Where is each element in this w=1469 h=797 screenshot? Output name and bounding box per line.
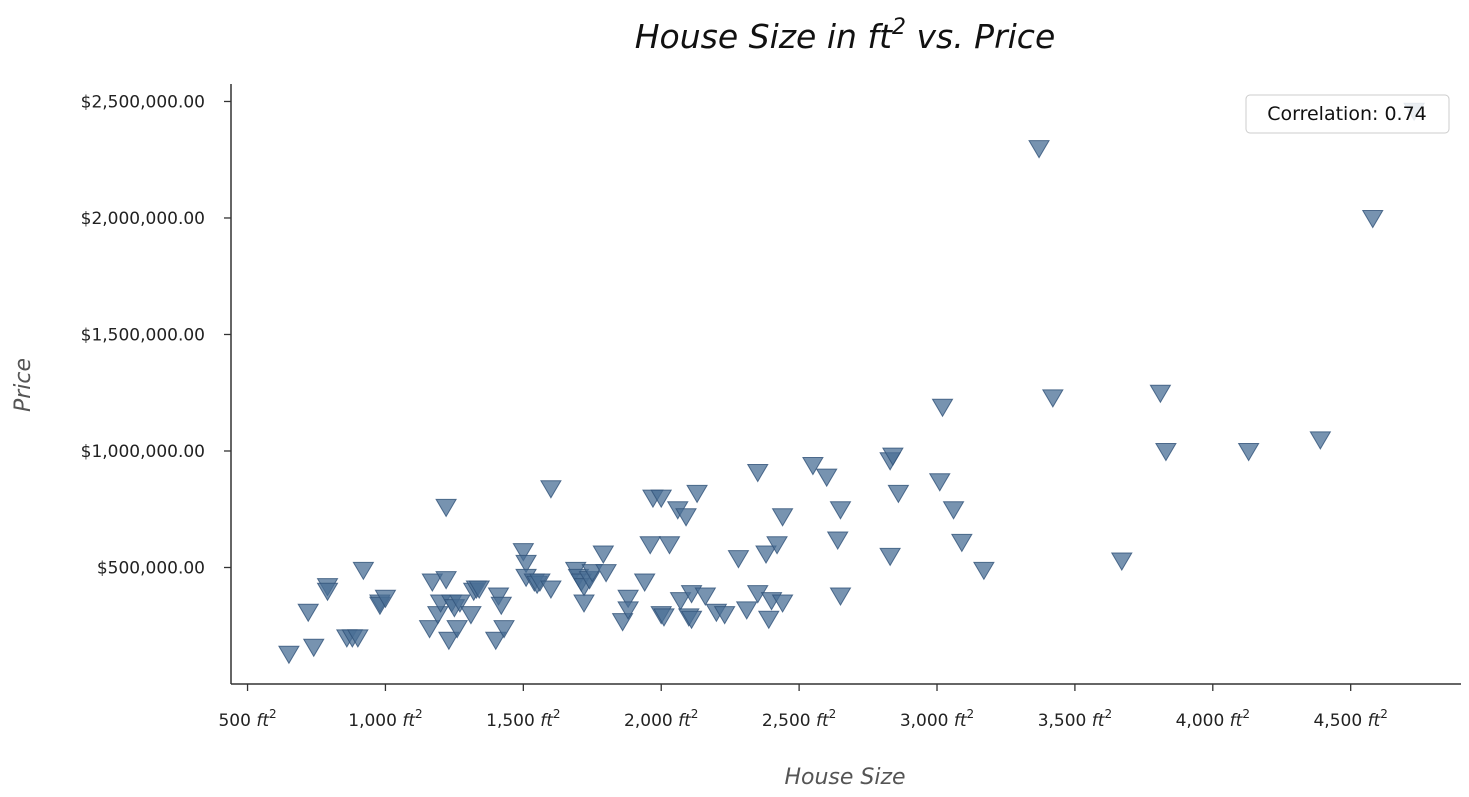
x-axis-label: House Size bbox=[784, 765, 905, 790]
data-point bbox=[755, 545, 777, 565]
data-point bbox=[973, 561, 995, 581]
chart-title: House Size in ft2 vs. Price bbox=[635, 15, 1056, 56]
data-point bbox=[1237, 442, 1260, 462]
correlation-legend: Correlation: 0.74 bbox=[1245, 94, 1450, 134]
data-point bbox=[1028, 140, 1050, 159]
chart-title-tail: vs. Price bbox=[906, 17, 1055, 56]
data-point bbox=[675, 508, 697, 527]
data-point bbox=[617, 589, 640, 609]
data-point bbox=[435, 571, 457, 590]
data-point bbox=[650, 489, 673, 509]
correlation-legend-box bbox=[1245, 94, 1450, 134]
data-point bbox=[735, 601, 758, 620]
y-tick-label: $1,500,000.00 bbox=[81, 325, 205, 345]
data-point bbox=[346, 629, 369, 648]
data-point bbox=[746, 463, 769, 483]
data-point bbox=[882, 447, 904, 467]
data-point bbox=[879, 547, 901, 567]
data-point bbox=[316, 582, 339, 602]
data-point bbox=[694, 587, 717, 606]
data-point bbox=[766, 536, 788, 555]
data-point bbox=[493, 620, 515, 639]
data-point bbox=[1041, 389, 1064, 408]
data-point bbox=[686, 484, 708, 504]
data-point bbox=[302, 638, 325, 658]
data-point bbox=[581, 564, 604, 583]
data-point bbox=[468, 580, 491, 599]
data-point bbox=[771, 594, 794, 613]
data-point bbox=[352, 561, 375, 581]
data-point bbox=[449, 594, 471, 613]
data-point bbox=[460, 606, 482, 625]
data-point bbox=[639, 536, 662, 555]
correlation-legend-text: Correlation: 0.74 bbox=[1267, 103, 1427, 125]
x-tick-label: 2,000 ft2 bbox=[624, 707, 698, 731]
data-point bbox=[278, 645, 300, 665]
data-point bbox=[815, 468, 838, 488]
data-point bbox=[1155, 442, 1177, 462]
data-point bbox=[826, 531, 849, 551]
data-point bbox=[595, 564, 617, 583]
data-point bbox=[512, 543, 535, 562]
data-point bbox=[490, 596, 513, 616]
data-point bbox=[669, 592, 692, 611]
data-point bbox=[680, 610, 703, 630]
data-point bbox=[771, 508, 794, 527]
data-point bbox=[931, 398, 954, 418]
data-point bbox=[802, 456, 824, 476]
y-tick-label: $500,000.00 bbox=[97, 558, 205, 578]
data-point bbox=[515, 554, 537, 574]
data-point bbox=[418, 620, 441, 639]
data-point bbox=[633, 573, 656, 592]
data-point bbox=[421, 573, 444, 592]
data-point bbox=[658, 536, 681, 555]
x-tick-label: 4,500 ft2 bbox=[1313, 707, 1387, 731]
data-point bbox=[942, 501, 965, 520]
data-point bbox=[435, 498, 457, 518]
y-axis-label: Price bbox=[11, 358, 36, 412]
x-tick-label: 3,500 ft2 bbox=[1038, 707, 1112, 731]
x-tick-label: 4,000 ft2 bbox=[1176, 707, 1250, 731]
data-point bbox=[540, 480, 562, 499]
data-point bbox=[727, 550, 750, 569]
data-point bbox=[1309, 431, 1332, 450]
y-tick-label: $1,000,000.00 bbox=[81, 442, 205, 462]
data-point bbox=[617, 601, 640, 620]
data-point bbox=[1361, 209, 1384, 229]
data-point bbox=[592, 545, 615, 565]
data-point bbox=[374, 589, 397, 609]
data-point bbox=[928, 473, 951, 492]
data-point bbox=[1110, 552, 1133, 571]
data-point bbox=[829, 587, 852, 606]
scatter-points bbox=[278, 102, 1425, 665]
chart-title-main: House Size in ft bbox=[635, 17, 893, 56]
data-point bbox=[573, 594, 595, 613]
x-tick-label: 2,500 ft2 bbox=[762, 707, 836, 731]
y-tick-label: $2,000,000.00 bbox=[81, 209, 205, 229]
data-point bbox=[887, 484, 910, 504]
data-point bbox=[297, 603, 320, 623]
x-tick-label: 3,000 ft2 bbox=[900, 707, 974, 731]
data-point bbox=[829, 501, 852, 520]
data-point bbox=[446, 620, 469, 639]
data-point bbox=[487, 587, 510, 606]
x-tick-label: 1,500 ft2 bbox=[486, 707, 560, 731]
data-point bbox=[540, 580, 562, 599]
x-tick-label: 1,000 ft2 bbox=[348, 707, 422, 731]
chart-title-superscript: 2 bbox=[892, 15, 906, 40]
data-point bbox=[1149, 384, 1172, 404]
data-point bbox=[950, 533, 973, 553]
data-point bbox=[653, 608, 675, 627]
x-axis-ticks: 500 ft2 1,000 ft2 1,500 ft2 2,000 ft2 2,500 … bbox=[218, 684, 1388, 731]
data-point bbox=[757, 610, 780, 630]
data-point bbox=[713, 606, 736, 625]
y-axis-ticks: $500,000.00 $1,000,000.00 $1,500,000.00 $2,… bbox=[81, 92, 231, 578]
data-point bbox=[437, 631, 460, 651]
x-tick-label: 500 ft2 bbox=[218, 707, 276, 731]
data-point bbox=[484, 631, 507, 651]
y-tick-label: $2,500,000.00 bbox=[81, 92, 205, 112]
